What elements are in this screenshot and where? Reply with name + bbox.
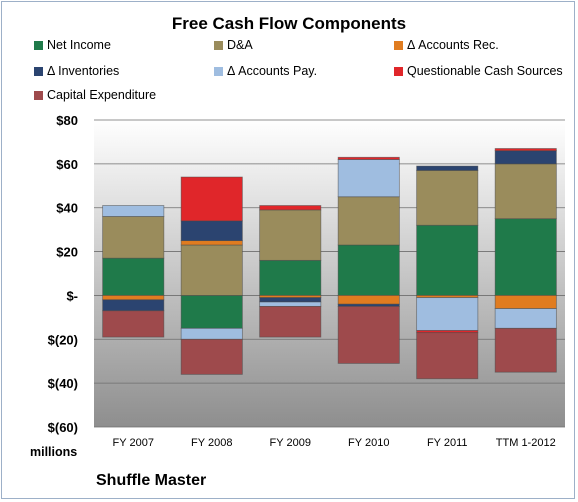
bar-segment (180, 244, 243, 296)
legend-label: Δ Accounts Rec. (407, 38, 499, 52)
bar-segment (416, 297, 479, 331)
bar-segment (180, 295, 243, 329)
legend-swatch (34, 91, 43, 100)
bar-segment (337, 244, 400, 296)
y-tick-label: $(20) (48, 332, 78, 347)
bar-segment (494, 150, 557, 165)
bar-segment (180, 338, 243, 375)
bar-segment (259, 259, 322, 296)
units-label: millions (30, 445, 78, 459)
y-tick-label: $(40) (48, 376, 78, 391)
company-name: Shuffle Master (96, 472, 207, 489)
bar-segment (102, 310, 165, 338)
chart-title: Free Cash Flow Components (171, 14, 407, 33)
legend-item-questionable-cash: Questionable Cash Sources (394, 64, 563, 78)
legend-swatch (394, 67, 403, 76)
y-tick-label: $60 (56, 157, 78, 172)
x-tick-label: FY 2010 (348, 437, 389, 449)
bar-segment (494, 295, 557, 309)
legend-item-accounts-pay: Δ Accounts Pay. (214, 64, 317, 78)
y-axis-ticks: $80 $60 $40 $20 $- $(20) $(40) $(60) (48, 113, 78, 435)
bar-segment (337, 159, 400, 198)
x-tick-label: FY 2007 (113, 437, 154, 449)
legend-item-net-income: Net Income (34, 38, 111, 52)
bar-segment (180, 176, 243, 222)
bar-segment (494, 163, 557, 220)
bar-segment (416, 170, 479, 226)
legend-label: Questionable Cash Sources (407, 64, 563, 78)
legend-swatch (214, 41, 223, 50)
legend-swatch (34, 67, 43, 76)
bars (102, 148, 557, 380)
legend-label: Net Income (47, 38, 111, 52)
x-tick-label: FY 2008 (191, 437, 232, 449)
bar-segment (337, 305, 400, 364)
bar-segment (416, 332, 479, 380)
x-axis-ticks: FY 2007 FY 2008 FY 2009 FY 2010 FY 2011 TTM 1… (113, 437, 556, 449)
bar-segment (337, 156, 400, 160)
legend-item-da: D&A (214, 38, 253, 52)
bar-segment (102, 295, 165, 301)
bar-segment (102, 299, 165, 312)
y-tick-label: $80 (56, 113, 78, 128)
bar-segment (102, 257, 165, 296)
bar-segment (102, 216, 165, 259)
bar-segment (337, 295, 400, 305)
y-tick-label: $40 (56, 201, 78, 216)
legend-item-accounts-rec: Δ Accounts Rec. (394, 38, 499, 52)
bar-segment (102, 205, 165, 217)
bar-segment (259, 205, 322, 211)
y-tick-label: $- (66, 288, 78, 303)
bar-segment (259, 297, 322, 303)
bar-segment (416, 224, 479, 296)
legend-item-capex: Capital Expenditure (34, 88, 156, 102)
legend-label: D&A (227, 38, 253, 52)
bar-segment (494, 148, 557, 152)
legend-label: Δ Inventories (47, 64, 120, 78)
bar-segment (180, 240, 243, 246)
legend-label: Δ Accounts Pay. (227, 64, 318, 78)
bar-segment (180, 327, 243, 340)
x-tick-label: FY 2009 (270, 437, 311, 449)
bar-segment (259, 209, 322, 261)
bar-segment (180, 220, 243, 242)
legend-swatch (34, 41, 43, 50)
y-tick-label: $(60) (48, 420, 78, 435)
bar-segment (259, 301, 322, 307)
x-tick-label: TTM 1-2012 (496, 437, 556, 449)
legend-label: Capital Expenditure (47, 88, 157, 102)
y-tick-label: $20 (56, 245, 78, 260)
legend-swatch (214, 67, 223, 76)
bar-segment (494, 327, 557, 373)
bar-segment (494, 308, 557, 329)
bar-segment (416, 165, 479, 171)
plot-area (94, 120, 565, 427)
bar-segment (337, 196, 400, 246)
bar-segment (494, 218, 557, 296)
gridlines (94, 119, 565, 428)
x-tick-label: FY 2011 (427, 437, 468, 449)
legend-item-inventories: Δ Inventories (34, 64, 119, 78)
legend-swatch (394, 41, 403, 50)
bar-segment (259, 305, 322, 338)
